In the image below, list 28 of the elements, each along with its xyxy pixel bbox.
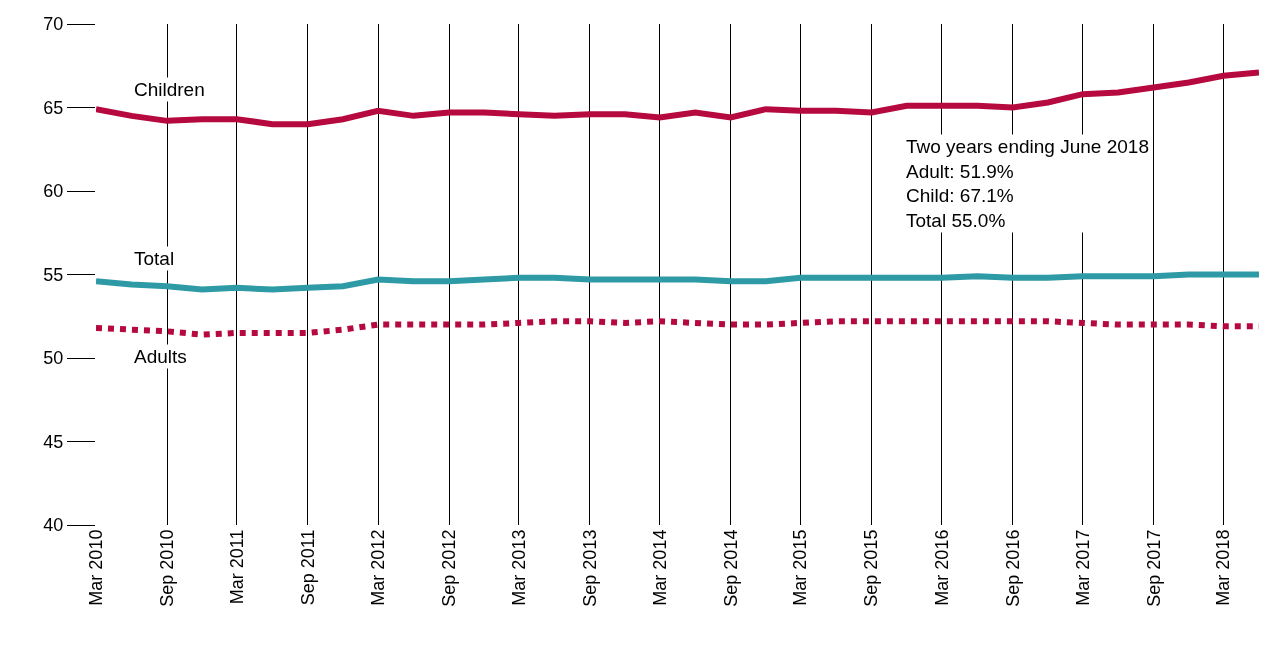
y-tick-label: 65 (43, 97, 64, 118)
x-tick-label: Sep 2017 (1143, 529, 1164, 607)
x-tick-label: Mar 2015 (790, 529, 811, 606)
x-tick-label: Sep 2014 (720, 529, 741, 607)
x-tick-label: Mar 2010 (85, 529, 106, 606)
series-label: Adults (134, 346, 187, 367)
x-tick-label: Mar 2017 (1072, 529, 1093, 606)
x-tick-label: Sep 2013 (579, 529, 600, 607)
x-tick-label: Sep 2011 (297, 529, 318, 606)
x-tick-label: Sep 2016 (1002, 529, 1023, 607)
x-tick-label: Sep 2012 (438, 529, 459, 607)
y-tick-label: 50 (43, 348, 64, 369)
x-tick-label: Mar 2012 (367, 529, 388, 606)
annotation: Two years ending June 2018 Adult: 51.9% Child: 67.1% Total 55.0% (906, 136, 1149, 232)
x-tick-label: Mar 2013 (508, 529, 529, 606)
x-tick-label: Mar 2014 (649, 529, 670, 606)
y-tick-label: 55 (43, 264, 64, 285)
series-label: Total (134, 248, 175, 269)
x-tick-label: Mar 2018 (1213, 529, 1234, 606)
y-tick-label: 70 (43, 14, 64, 35)
y-tick-label: 40 (43, 515, 64, 536)
x-tick-label: Mar 2016 (931, 529, 952, 606)
y-tick-label: 45 (43, 431, 64, 452)
series-label: Children (134, 79, 205, 100)
x-tick-label: Sep 2010 (156, 529, 177, 607)
x-tick-label: Sep 2015 (861, 529, 882, 607)
x-tick-label: Mar 2011 (226, 529, 247, 605)
y-tick-label: 60 (43, 181, 64, 202)
